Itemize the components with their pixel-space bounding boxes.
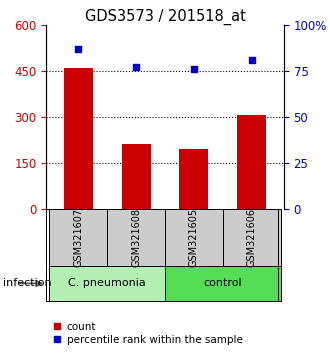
Bar bbox=[49, 209, 107, 266]
Point bbox=[249, 57, 254, 63]
Bar bbox=[238, 115, 266, 209]
Text: C. pneumonia: C. pneumonia bbox=[68, 278, 146, 289]
Point bbox=[76, 46, 81, 52]
Bar bbox=[165, 209, 223, 266]
Point bbox=[133, 64, 139, 70]
Bar bbox=[121, 144, 150, 209]
Title: GDS3573 / 201518_at: GDS3573 / 201518_at bbox=[84, 8, 246, 25]
Text: control: control bbox=[204, 278, 242, 289]
Point bbox=[191, 66, 197, 72]
Text: GSM321607: GSM321607 bbox=[73, 208, 83, 267]
Legend: count, percentile rank within the sample: count, percentile rank within the sample bbox=[48, 317, 247, 349]
Bar bbox=[49, 266, 165, 301]
Text: GSM321605: GSM321605 bbox=[189, 208, 199, 267]
Bar bbox=[180, 149, 209, 209]
Bar bbox=[165, 266, 281, 301]
Bar bbox=[107, 209, 165, 266]
Bar bbox=[223, 209, 281, 266]
Text: GSM321608: GSM321608 bbox=[131, 208, 141, 267]
Bar bbox=[64, 68, 92, 209]
Text: infection: infection bbox=[3, 278, 52, 289]
Text: GSM321606: GSM321606 bbox=[247, 208, 257, 267]
